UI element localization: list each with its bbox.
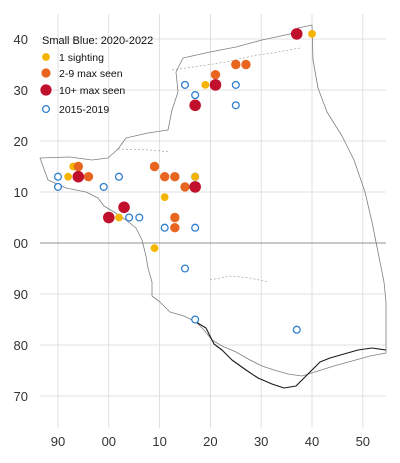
point-few-9 bbox=[231, 59, 241, 70]
point-few-8 bbox=[210, 70, 221, 80]
point-many-2 bbox=[189, 99, 201, 112]
point-few-1 bbox=[83, 172, 94, 182]
point-old-11 bbox=[231, 101, 240, 110]
point-few-3 bbox=[159, 172, 170, 182]
point-many-1 bbox=[209, 79, 222, 91]
point-old-7 bbox=[191, 223, 200, 232]
point-many-5 bbox=[103, 211, 115, 224]
y-tick-00: 00 bbox=[14, 236, 28, 251]
point-old-14 bbox=[191, 315, 200, 324]
point-one-4 bbox=[150, 244, 159, 253]
point-old-13 bbox=[180, 264, 190, 273]
x-tick-90: 90 bbox=[51, 434, 65, 449]
legend: Small Blue: 2020-2022 1 sighting 2-9 max s… bbox=[40, 35, 153, 116]
legend-label-few: 2-9 max seen bbox=[59, 68, 123, 80]
y-tick-20: 20 bbox=[14, 134, 28, 149]
point-few-10 bbox=[241, 59, 251, 70]
point-old-1 bbox=[53, 182, 63, 191]
point-old-15 bbox=[292, 325, 301, 334]
x-tick-40: 40 bbox=[305, 434, 319, 449]
legend-label-one: 1 sighting bbox=[59, 52, 104, 64]
point-old-5 bbox=[135, 213, 144, 222]
point-few-6 bbox=[170, 212, 180, 223]
point-one-0 bbox=[308, 30, 316, 38]
county-boundary bbox=[39, 24, 387, 377]
point-one-5 bbox=[115, 213, 123, 222]
grid-lines bbox=[40, 14, 386, 428]
legend-label-many: 10+ max seen bbox=[59, 85, 125, 97]
point-old-6 bbox=[160, 223, 169, 232]
x-tick-00: 00 bbox=[102, 434, 116, 449]
point-one-7 bbox=[64, 172, 73, 181]
sighting-points bbox=[53, 28, 316, 334]
point-many-6 bbox=[189, 181, 201, 193]
point-few-5 bbox=[180, 182, 190, 192]
point-old-4 bbox=[125, 213, 134, 222]
point-few-4 bbox=[170, 172, 180, 182]
point-one-3 bbox=[160, 193, 169, 202]
legend-title: Small Blue: 2020-2022 bbox=[42, 35, 153, 47]
point-old-0 bbox=[53, 172, 63, 181]
legend-marker-many bbox=[40, 84, 52, 96]
legend-marker-few bbox=[41, 68, 51, 78]
point-old-3 bbox=[114, 172, 124, 181]
point-old-12 bbox=[231, 80, 240, 89]
point-old-10 bbox=[191, 91, 200, 100]
x-tick-10: 10 bbox=[152, 434, 166, 449]
y-tick-70: 70 bbox=[14, 389, 28, 404]
x-tick-50: 50 bbox=[356, 434, 370, 449]
point-one-1 bbox=[201, 81, 210, 89]
y-tick-40: 40 bbox=[14, 32, 28, 47]
y-tick-30: 30 bbox=[14, 83, 28, 98]
point-many-3 bbox=[72, 170, 85, 183]
point-old-9 bbox=[180, 80, 190, 89]
x-tick-20: 20 bbox=[203, 434, 217, 449]
river bbox=[195, 321, 387, 389]
point-few-7 bbox=[170, 223, 180, 233]
point-few-0 bbox=[73, 161, 84, 172]
legend-label-old: 2015-2019 bbox=[59, 104, 109, 116]
axis-tick-labels: 90 00 10 20 30 40 50 70 80 90 00 10 20 30 40 bbox=[14, 32, 371, 449]
point-one-2 bbox=[191, 172, 200, 181]
y-tick-10: 10 bbox=[14, 185, 28, 200]
point-many-4 bbox=[118, 201, 130, 214]
point-old-2 bbox=[99, 182, 108, 191]
minor-boundary bbox=[117, 47, 301, 283]
x-tick-30: 30 bbox=[254, 434, 268, 449]
y-tick-80: 80 bbox=[14, 338, 28, 353]
point-many-0 bbox=[290, 28, 303, 40]
point-few-2 bbox=[149, 161, 160, 172]
y-tick-90: 90 bbox=[14, 287, 28, 302]
legend-marker-old bbox=[41, 104, 51, 114]
legend-marker-one bbox=[42, 53, 50, 61]
